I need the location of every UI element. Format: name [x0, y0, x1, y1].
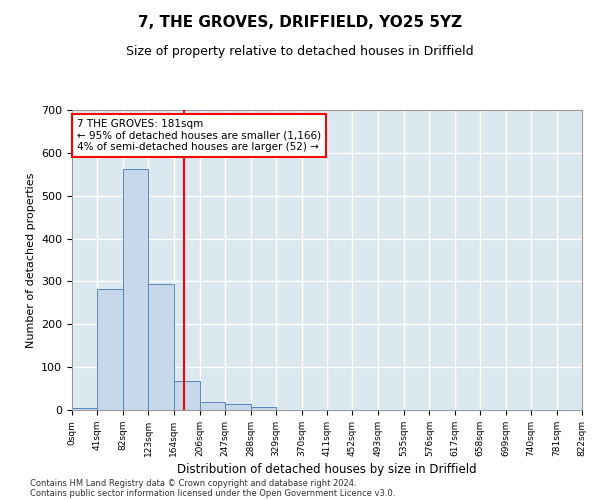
Bar [174, 381, 200, 410]
Bar [123, 168, 148, 410]
Text: Contains public sector information licensed under the Open Government Licence v3: Contains public sector information licen… [30, 488, 395, 498]
Text: 7 THE GROVES: 181sqm
← 95% of detached houses are smaller (1,166)
4% of semi-det: 7 THE GROVES: 181sqm ← 95% of detached h… [77, 119, 321, 152]
Bar [72, 408, 97, 410]
X-axis label: Distribution of detached houses by size in Driffield: Distribution of detached houses by size … [177, 463, 477, 476]
Text: Contains HM Land Registry data © Crown copyright and database right 2024.: Contains HM Land Registry data © Crown c… [30, 478, 356, 488]
Text: Size of property relative to detached houses in Driffield: Size of property relative to detached ho… [126, 45, 474, 58]
Y-axis label: Number of detached properties: Number of detached properties [26, 172, 35, 348]
Bar [200, 402, 225, 410]
Bar [97, 288, 123, 410]
Bar [225, 404, 251, 410]
Text: 7, THE GROVES, DRIFFIELD, YO25 5YZ: 7, THE GROVES, DRIFFIELD, YO25 5YZ [138, 15, 462, 30]
Bar [251, 406, 276, 410]
Bar [148, 284, 174, 410]
